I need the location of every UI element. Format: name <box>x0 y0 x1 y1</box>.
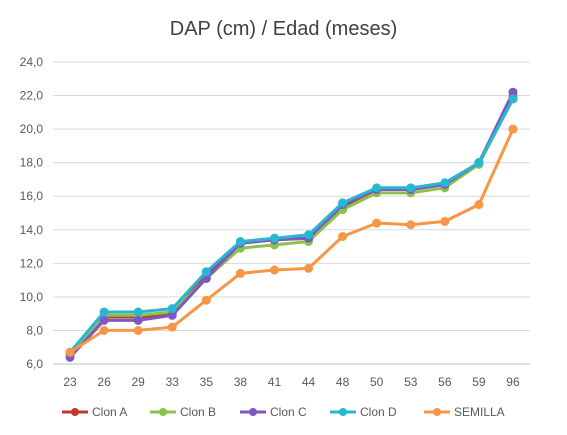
legend-label: Clon D <box>360 405 397 419</box>
legend-label: Clon C <box>270 405 307 419</box>
legend-label: Clon A <box>92 405 127 419</box>
x-tick-label: 33 <box>166 375 180 389</box>
data-point <box>133 307 143 317</box>
x-tick-label: 41 <box>268 375 282 389</box>
data-point <box>133 325 143 335</box>
data-point <box>235 237 245 247</box>
data-point <box>201 295 211 305</box>
x-tick-label: 35 <box>200 375 214 389</box>
data-point <box>372 218 382 228</box>
chart-title: DAP (cm) / Edad (meses) <box>169 18 398 40</box>
y-tick-label: 16,0 <box>20 189 44 203</box>
data-point <box>304 230 314 240</box>
x-tick-label: 50 <box>370 375 384 389</box>
legend-item: Clon C <box>240 405 307 419</box>
x-tick-label: 23 <box>63 375 77 389</box>
data-point <box>440 178 450 188</box>
legend-marker <box>249 408 257 416</box>
x-tick-label: 56 <box>438 375 452 389</box>
gridlines <box>53 61 530 365</box>
legend-marker <box>159 408 167 416</box>
series-line <box>69 128 515 354</box>
legend-marker <box>433 408 441 416</box>
legend: Clon A Clon B Clon C Clon D SEMILLA <box>62 405 505 419</box>
legend-marker <box>339 408 347 416</box>
x-tick-label: 96 <box>506 375 520 389</box>
legend-label: Clon B <box>180 405 216 419</box>
data-point <box>269 233 279 243</box>
legend-item: Clon A <box>62 405 127 419</box>
y-tick-label: 10,0 <box>20 290 44 304</box>
x-tick-label: 29 <box>131 375 145 389</box>
data-point <box>372 183 382 193</box>
x-tick-label: 48 <box>336 375 350 389</box>
y-tick-label: 8,0 <box>26 323 43 337</box>
data-point <box>201 267 211 277</box>
series-line <box>68 98 515 354</box>
data-point <box>474 158 484 168</box>
x-tick-label: 53 <box>404 375 418 389</box>
data-point <box>235 268 245 278</box>
legend-item: SEMILLA <box>424 405 505 419</box>
series-line <box>68 98 515 355</box>
x-tick-label: 26 <box>97 375 111 389</box>
x-tick-label: 59 <box>472 375 486 389</box>
legend-marker <box>71 408 79 416</box>
series-semilla <box>65 124 518 357</box>
data-point <box>406 183 416 193</box>
y-tick-label: 20,0 <box>20 122 44 136</box>
x-tick-label: 38 <box>234 375 248 389</box>
y-tick-label: 14,0 <box>20 223 44 237</box>
legend-item: Clon B <box>150 405 216 419</box>
data-point <box>167 304 177 314</box>
data-point <box>65 347 75 357</box>
data-point <box>440 216 450 226</box>
data-point <box>133 315 143 325</box>
data-point <box>167 322 177 332</box>
y-tick-label: 6,0 <box>26 357 43 371</box>
data-point <box>508 94 518 104</box>
data-point <box>99 325 109 335</box>
legend-label: SEMILLA <box>454 405 505 419</box>
data-point <box>338 231 348 241</box>
legend-item: Clon D <box>330 405 397 419</box>
series-clon-a <box>65 92 518 359</box>
data-point <box>269 265 279 275</box>
y-tick-label: 24,0 <box>20 55 44 69</box>
y-tick-label: 12,0 <box>20 256 44 270</box>
data-point <box>338 198 348 208</box>
y-tick-label: 18,0 <box>20 156 44 170</box>
data-point <box>304 263 314 273</box>
y-tick-label: 22,0 <box>20 89 44 103</box>
x-tick-label: 44 <box>302 375 316 389</box>
data-point <box>474 200 484 210</box>
series-lines <box>65 87 518 362</box>
data-point <box>99 307 109 317</box>
series-line <box>68 91 515 359</box>
data-point <box>508 124 518 134</box>
data-point <box>406 220 416 230</box>
axes: 6,0 8,0 10,0 12,0 14,0 16,0 18,0 20,0 22,0 24,0 23… <box>20 55 530 389</box>
